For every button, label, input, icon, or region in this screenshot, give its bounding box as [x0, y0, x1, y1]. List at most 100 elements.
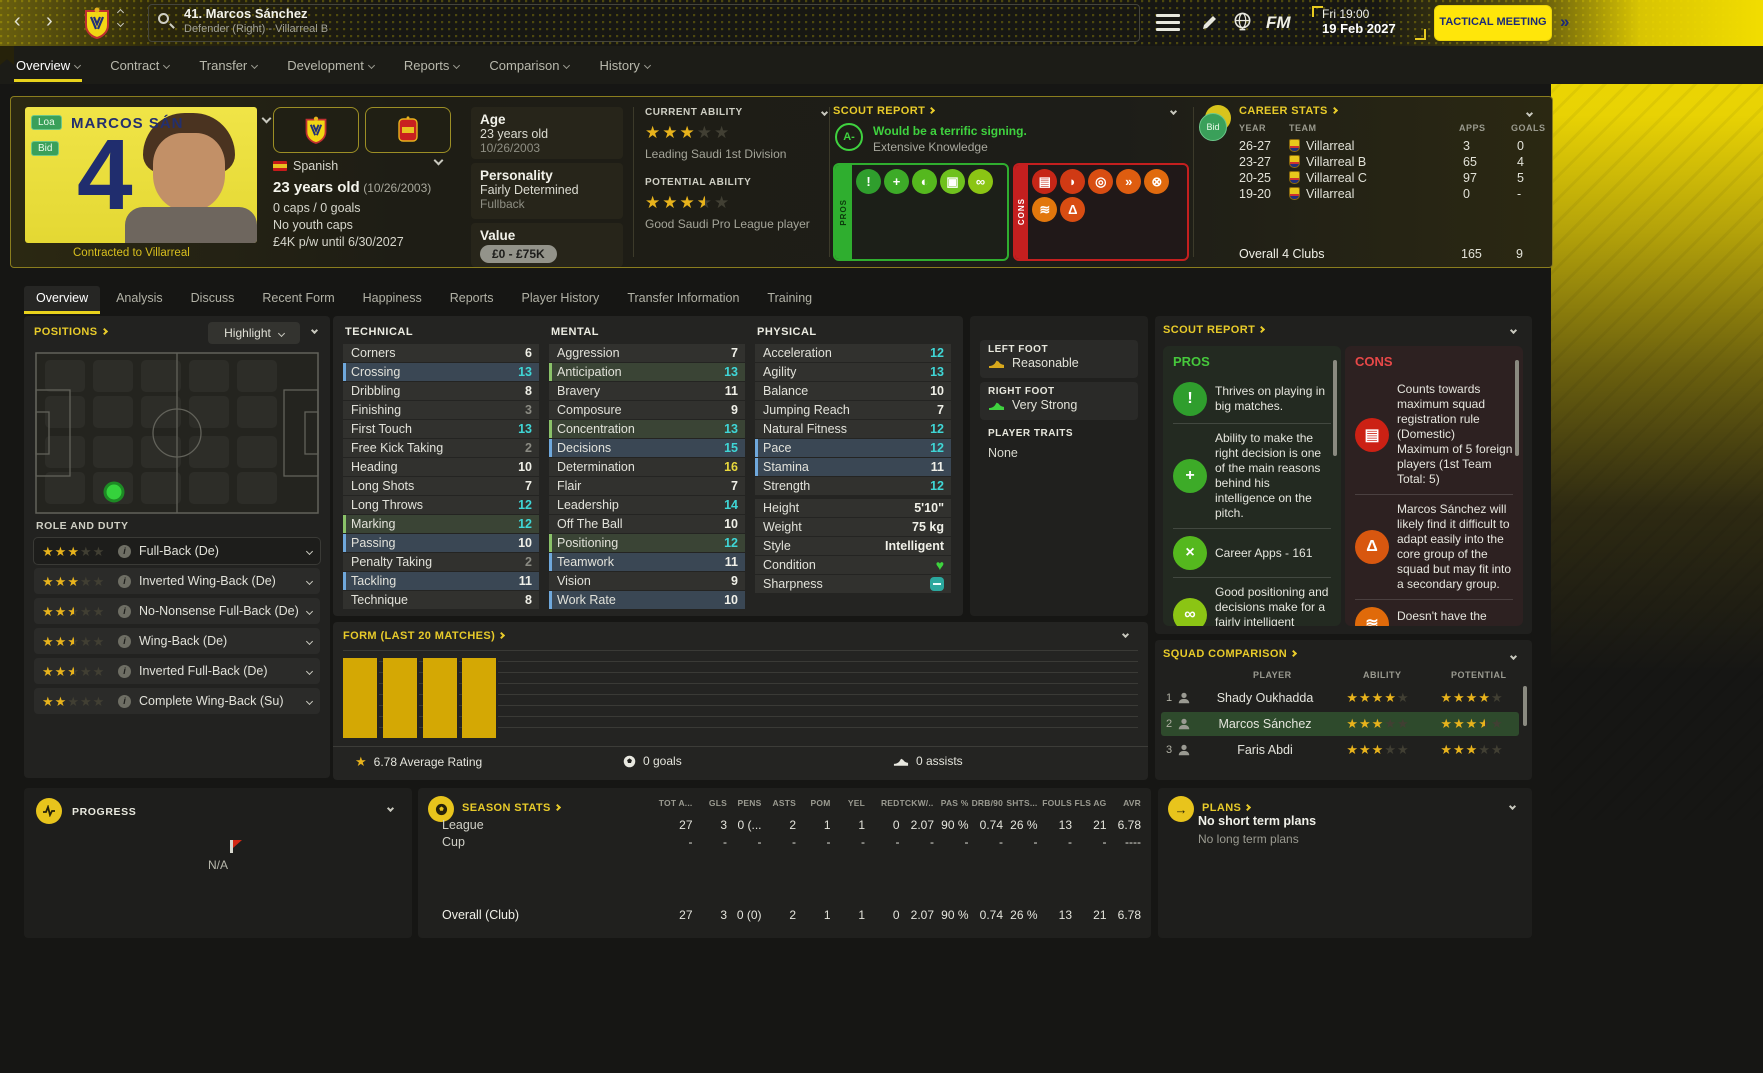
pros-mini-box[interactable]: PROS ! + ◐ ▣ ∞: [833, 163, 1009, 261]
attribute-row[interactable]: Pace 12: [755, 439, 951, 457]
attribute-row[interactable]: Balance 10: [755, 382, 951, 400]
attribute-row[interactable]: Stamina 11: [755, 458, 951, 476]
search-bar[interactable]: [148, 4, 1140, 42]
highlight-dropdown[interactable]: Highlight: [208, 322, 300, 344]
form-collapse-icon[interactable]: [1121, 630, 1130, 639]
scout-report-link[interactable]: SCOUT REPORT: [833, 105, 936, 117]
form-link[interactable]: FORM (LAST 20 MATCHES): [343, 630, 506, 642]
nav-tab-overview[interactable]: Overview: [14, 49, 83, 82]
nation-badge-box[interactable]: [365, 107, 451, 153]
subtab-recent-form[interactable]: Recent Form: [262, 291, 335, 305]
info-icon[interactable]: i: [118, 544, 131, 558]
plans-collapse-icon[interactable]: [1508, 802, 1517, 811]
info-icon[interactable]: i: [118, 604, 131, 618]
player-photo-card[interactable]: MARCOS SÁN 4 Loa Bid: [25, 107, 257, 243]
photo-dropdown-icon[interactable]: [261, 113, 272, 124]
club-badge-box[interactable]: [273, 107, 359, 153]
scout-panel-collapse-icon[interactable]: [1509, 326, 1518, 335]
nav-tab-transfer[interactable]: Transfer: [197, 49, 259, 82]
nav-tab-reports[interactable]: Reports: [402, 49, 462, 82]
chevron-down-icon[interactable]: [305, 637, 314, 645]
pros-scrollbar[interactable]: [1333, 360, 1337, 456]
nav-tab-comparison[interactable]: Comparison: [487, 49, 571, 82]
attribute-row[interactable]: Heading 10: [343, 458, 539, 476]
info-icon[interactable]: i: [118, 694, 131, 708]
subtab-overview[interactable]: Overview: [24, 286, 101, 314]
role-row[interactable]: ★★★★★★iNo-Nonsense Full-Back (De): [34, 598, 320, 624]
squad-scrollbar[interactable]: [1523, 686, 1527, 726]
form-bar[interactable]: [382, 658, 419, 738]
attribute-row[interactable]: Long Shots 7: [343, 477, 539, 495]
chevron-down-icon[interactable]: [305, 547, 314, 555]
cons-scrollbar[interactable]: [1515, 360, 1519, 456]
back-button[interactable]: ‹: [14, 10, 21, 32]
info-icon[interactable]: i: [118, 574, 131, 588]
club-crest-icon[interactable]: [82, 7, 112, 39]
subtab-happiness[interactable]: Happiness: [362, 291, 422, 305]
season-stats-link[interactable]: SEASON STATS: [462, 802, 561, 814]
career-team[interactable]: Villarreal: [1289, 139, 1354, 153]
attribute-row[interactable]: Dribbling 8: [343, 382, 539, 400]
positions-link[interactable]: POSITIONS: [34, 326, 108, 338]
subtab-player-history[interactable]: Player History: [521, 291, 600, 305]
attribute-row[interactable]: Decisions 15: [549, 439, 745, 457]
form-bar[interactable]: [462, 658, 499, 738]
attribute-row[interactable]: Leadership 14: [549, 496, 745, 514]
info-icon[interactable]: i: [118, 664, 131, 678]
scout-collapse-icon[interactable]: [1169, 107, 1178, 116]
season-row[interactable]: League 27 3 0 (... 2 1 1 0 2.07 90 % 0.74 26 % 13 21 6…: [442, 818, 1141, 832]
world-icon[interactable]: [1232, 11, 1253, 32]
attribute-row[interactable]: Aggression 7: [549, 344, 745, 362]
scout-report-panel-link[interactable]: SCOUT REPORT: [1163, 324, 1266, 336]
attribute-row[interactable]: Vision 9: [549, 572, 745, 590]
season-row[interactable]: Cup - - - - - - - - - - - - - ----: [442, 835, 1141, 849]
game-date[interactable]: Fri 19:00 19 Feb 2027: [1312, 6, 1426, 40]
form-bar[interactable]: [422, 658, 459, 738]
attribute-row[interactable]: Technique 8: [343, 591, 539, 609]
attribute-row[interactable]: First Touch 13: [343, 420, 539, 438]
attribute-row[interactable]: Passing 10: [343, 534, 539, 552]
chevron-down-icon[interactable]: [305, 697, 314, 705]
career-team[interactable]: Villarreal C: [1289, 171, 1367, 185]
subtab-training[interactable]: Training: [767, 291, 813, 305]
value-pill[interactable]: £0 - £75K: [480, 245, 557, 263]
attribute-row[interactable]: Agility 13: [755, 363, 951, 381]
edit-icon[interactable]: [1200, 12, 1220, 32]
attribute-row[interactable]: Work Rate 10: [549, 591, 745, 609]
squad-collapse-icon[interactable]: [1509, 652, 1518, 661]
team-switcher[interactable]: [116, 8, 125, 28]
attribute-row[interactable]: Tackling 11: [343, 572, 539, 590]
attribute-row[interactable]: Acceleration 12: [755, 344, 951, 362]
nav-tab-development[interactable]: Development: [285, 49, 376, 82]
attribute-row[interactable]: Style Intelligent: [755, 537, 951, 555]
squad-row[interactable]: 1 Shady Oukhadda ★★★★★ ★★★★★: [1161, 686, 1519, 710]
subtab-transfer-information[interactable]: Transfer Information: [627, 291, 740, 305]
form-bar[interactable]: [343, 658, 379, 738]
subtab-reports[interactable]: Reports: [449, 291, 494, 305]
bookmark-icon[interactable]: [0, 46, 14, 65]
attribute-row[interactable]: Off The Ball 10: [549, 515, 745, 533]
attribute-row[interactable]: Finishing 3: [343, 401, 539, 419]
attribute-row[interactable]: Marking 12: [343, 515, 539, 533]
positions-collapse-icon[interactable]: [310, 326, 319, 335]
attribute-row[interactable]: Composure 9: [549, 401, 745, 419]
attribute-row[interactable]: Strength 12: [755, 477, 951, 495]
attribute-row[interactable]: Height 5'10": [755, 499, 951, 517]
attribute-row[interactable]: Sharpness: [755, 575, 951, 593]
role-row[interactable]: ★★★★★ i Inverted Wing-Back (De): [34, 568, 320, 594]
attribute-row[interactable]: Crossing 13: [343, 363, 539, 381]
attribute-row[interactable]: Penalty Taking 2: [343, 553, 539, 571]
menu-icon[interactable]: [1156, 14, 1180, 31]
attribute-row[interactable]: Weight 75 kg: [755, 518, 951, 536]
career-collapse-icon[interactable]: [1525, 109, 1534, 118]
nav-tab-history[interactable]: History: [597, 49, 651, 82]
chevron-down-icon[interactable]: [305, 607, 314, 615]
attribute-row[interactable]: Anticipation 13: [549, 363, 745, 381]
attribute-row[interactable]: Determination 16: [549, 458, 745, 476]
attribute-row[interactable]: Flair 7: [549, 477, 745, 495]
ability-collapse-icon[interactable]: [820, 108, 829, 117]
continue-fast-icon[interactable]: »: [1560, 12, 1570, 31]
